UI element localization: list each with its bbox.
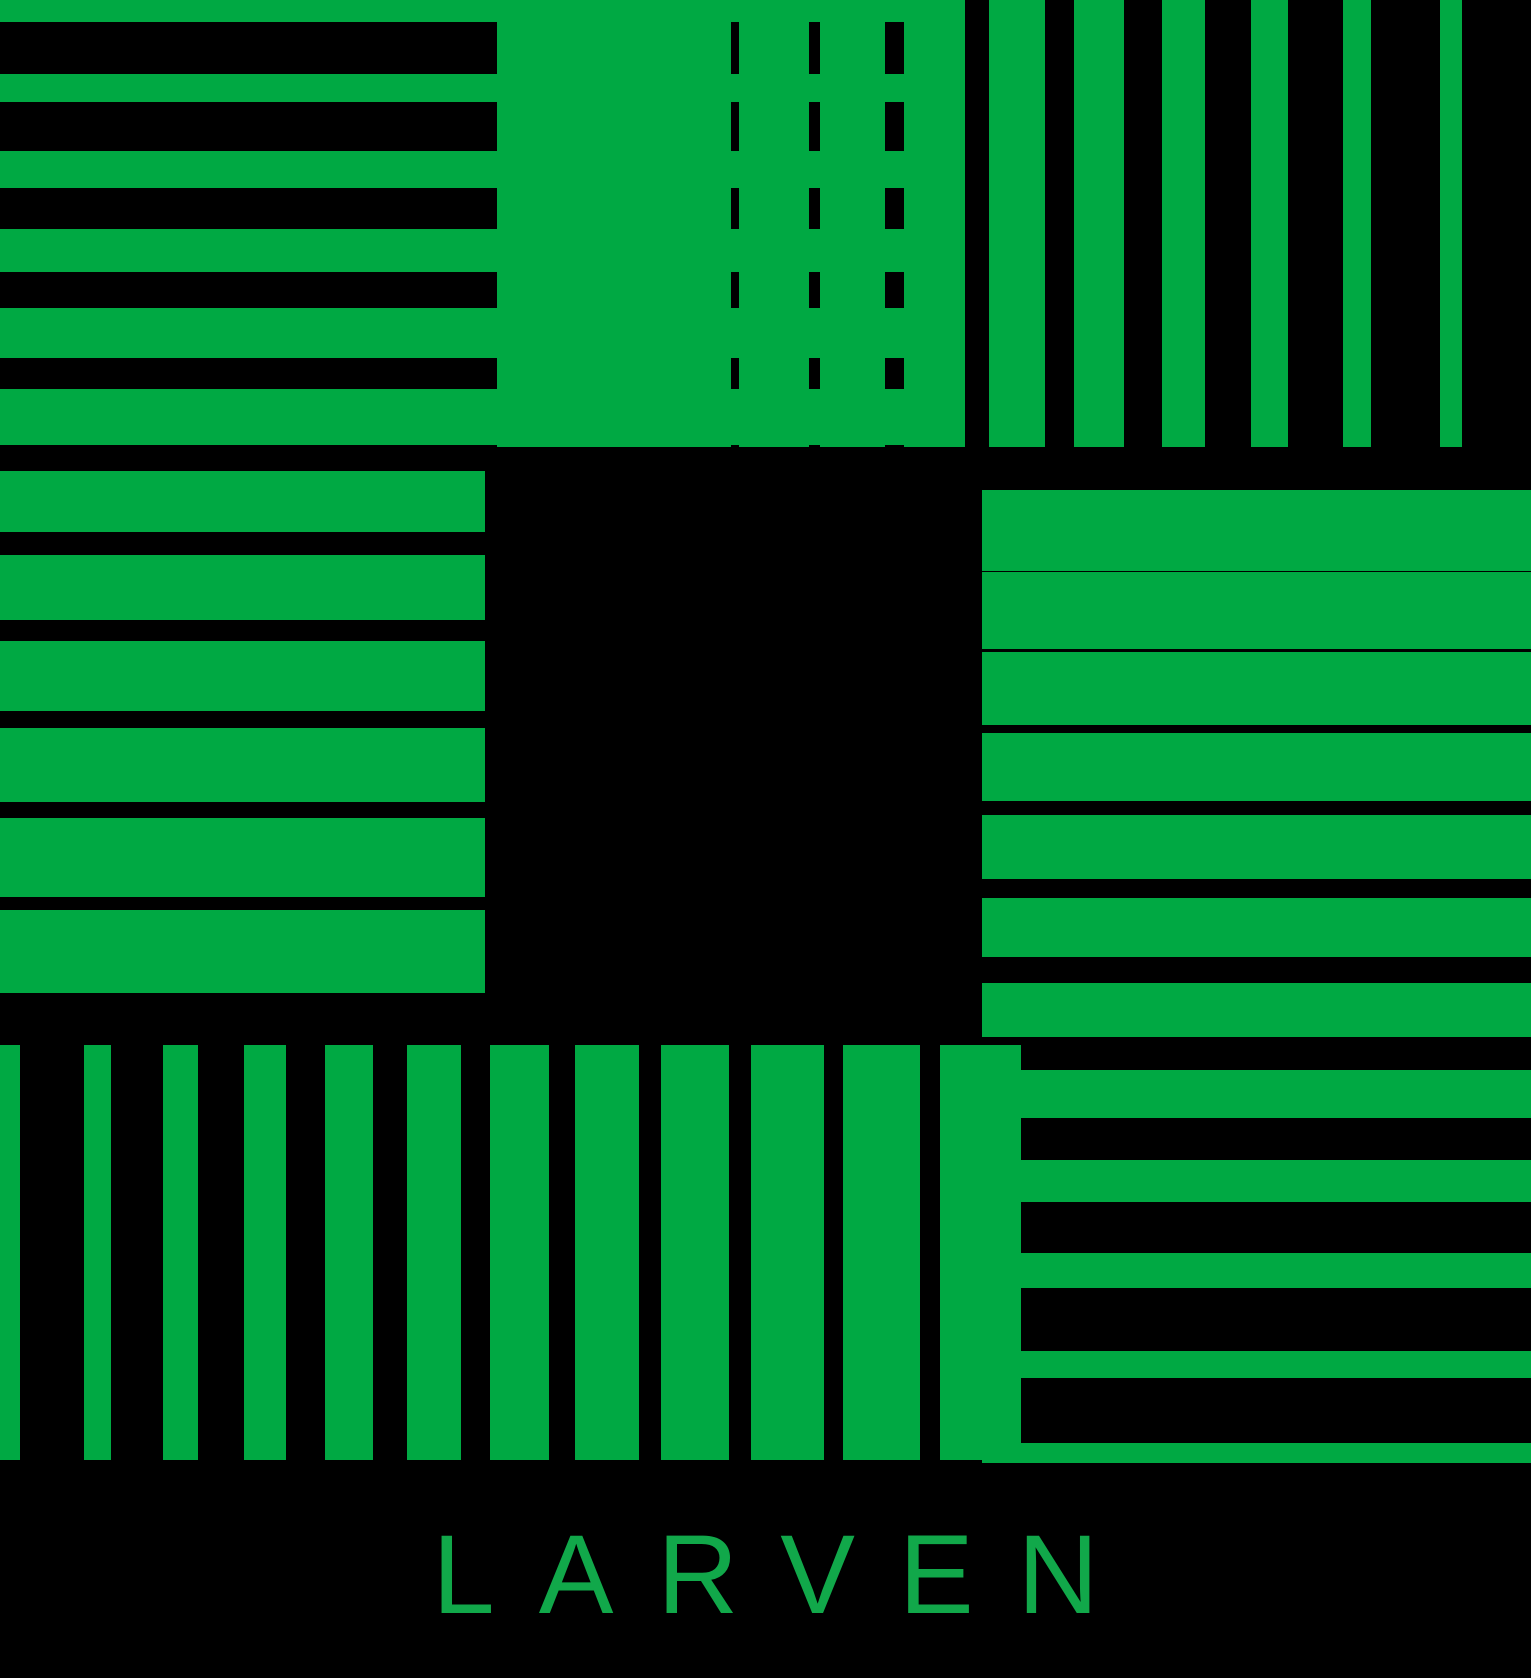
pinwheel-mark <box>0 0 1531 1463</box>
bar <box>163 1045 198 1460</box>
bar <box>244 1045 286 1460</box>
bar <box>0 389 950 445</box>
bar <box>325 1045 373 1460</box>
bar <box>843 1045 920 1460</box>
bar <box>820 0 885 447</box>
bar <box>982 898 1531 957</box>
bar <box>575 1045 639 1460</box>
bar <box>982 572 1531 649</box>
bar <box>982 733 1531 801</box>
wordmark: LARVEN <box>0 1500 1531 1650</box>
bar <box>0 308 950 358</box>
bar <box>982 1443 1531 1463</box>
bar <box>0 151 950 188</box>
bar <box>982 490 1531 571</box>
bar <box>407 1045 461 1460</box>
wordmark-text: LARVEN <box>432 1512 1143 1637</box>
bar <box>578 0 657 447</box>
bar <box>0 1045 20 1460</box>
bar <box>989 0 1045 447</box>
bar <box>982 1351 1531 1378</box>
bar <box>0 229 950 272</box>
bar <box>982 815 1531 879</box>
center-square <box>485 447 982 1045</box>
bar <box>661 1045 729 1460</box>
bar <box>751 1045 824 1460</box>
bar <box>1440 0 1462 447</box>
bar <box>982 983 1531 1037</box>
bar <box>0 74 950 102</box>
bar <box>904 0 965 447</box>
bar <box>982 1070 1531 1118</box>
bar <box>1074 0 1124 447</box>
bar <box>940 1045 1021 1460</box>
bar <box>497 0 580 447</box>
bar <box>982 652 1531 725</box>
bar <box>1343 0 1371 447</box>
bar <box>490 1045 549 1460</box>
bar <box>1162 0 1205 447</box>
bar <box>657 0 731 447</box>
bar <box>84 1045 111 1460</box>
bar <box>982 1253 1531 1288</box>
bar <box>0 0 950 22</box>
bar <box>982 1160 1531 1202</box>
bar <box>739 0 809 447</box>
bar <box>1251 0 1288 447</box>
